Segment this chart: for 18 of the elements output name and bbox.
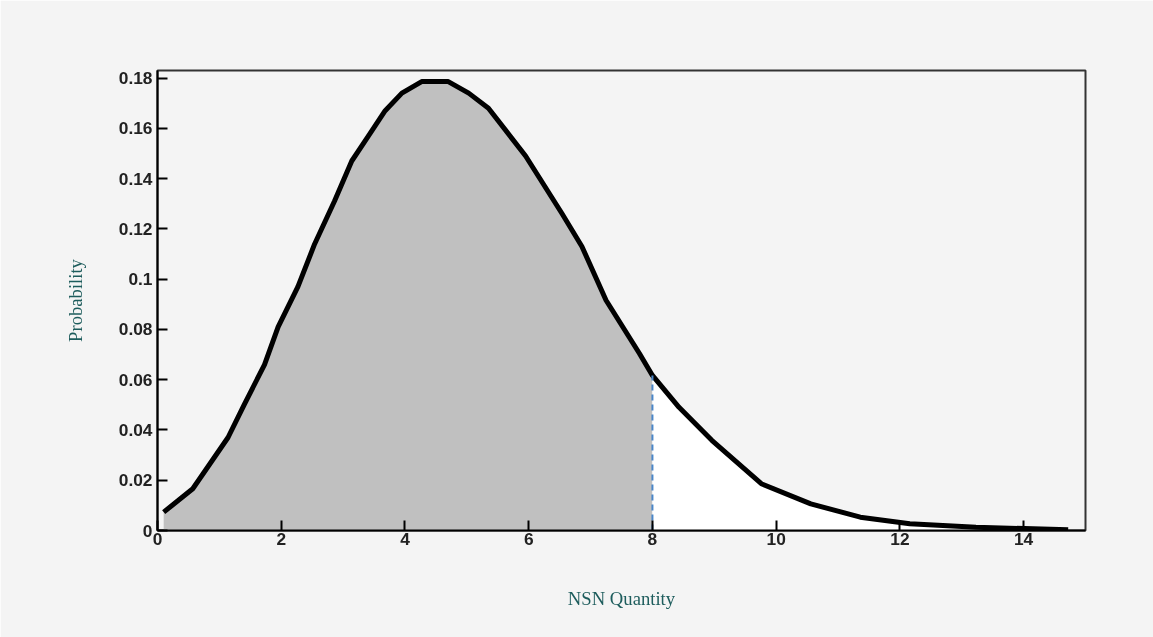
y-tick-label: 0.04: [118, 419, 153, 440]
x-axis-title: NSN Quantity: [567, 587, 676, 609]
y-tick-label: 0.02: [118, 470, 153, 491]
x-tick-label: 12: [890, 528, 910, 549]
y-tick-label: 0.12: [118, 218, 153, 239]
x-tick-label: 8: [647, 528, 658, 549]
x-tick-label: 10: [766, 528, 786, 549]
x-tick-label: 2: [276, 528, 287, 549]
x-tick-label: 6: [523, 528, 534, 549]
y-tick-label: 0.08: [118, 319, 153, 340]
y-tick-label: 0.14: [118, 168, 153, 189]
y-axis-title: Probability: [64, 258, 86, 342]
x-tick-label: 14: [1014, 528, 1034, 549]
x-tick-label: 4: [400, 528, 411, 549]
y-tick-label: 0.1: [128, 269, 153, 290]
y-tick-label: 0.06: [118, 369, 153, 390]
y-tick-label: 0.16: [118, 118, 153, 139]
y-tick-label: 0.18: [118, 68, 153, 89]
